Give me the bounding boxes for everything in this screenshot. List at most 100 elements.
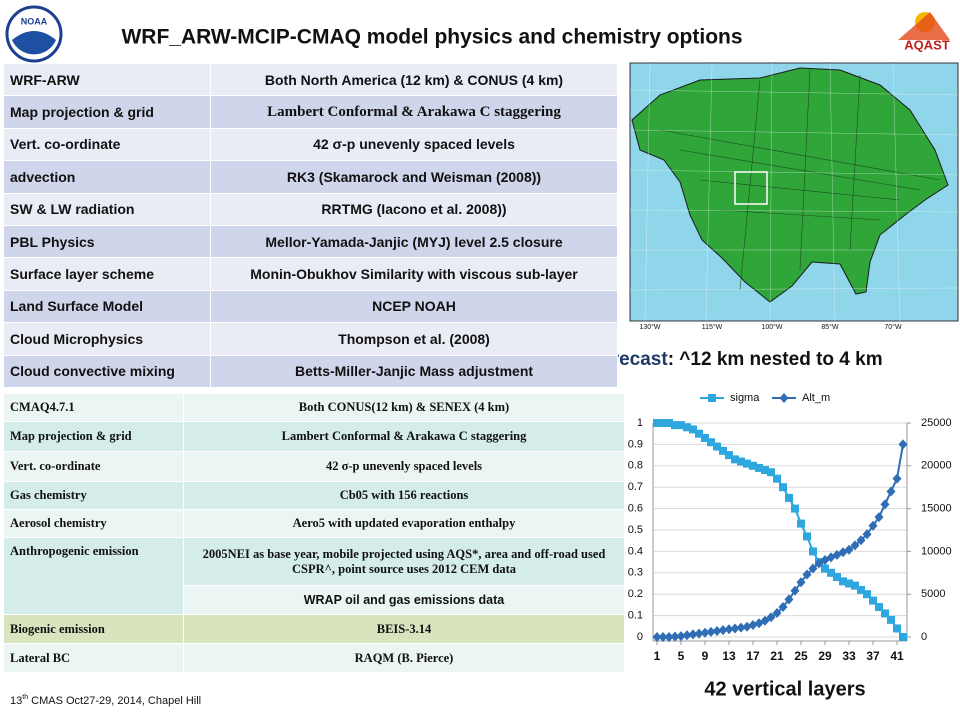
data-point [839,577,847,586]
data-point [869,596,877,605]
y-tick-label: 1 [637,417,643,429]
data-point [808,563,818,574]
data-point [724,624,734,635]
data-point [706,626,716,637]
x-tick-label: 5 [678,649,685,663]
table-cell: Cb05 with 156 reactions [183,481,625,510]
data-point [833,573,841,582]
data-point [791,504,799,513]
table-cell: RRTMG (Iacono et al. 2008)) [210,192,618,226]
table-cell: Aero5 with updated evaporation enthalpy [183,509,625,538]
map-borders [659,69,941,291]
x-tick-label: 13 [722,649,736,663]
noaa-logo-text: NOAA [21,16,48,26]
data-point [682,630,692,641]
y-tick-label: 0.5 [628,524,643,536]
table-header-row: WRF-ARW Both North America (12 km) & CONU… [3,62,618,97]
data-point [803,532,811,541]
data-point [773,474,781,483]
data-point [772,608,782,619]
data-point [875,603,883,612]
map-lon-label: 70°W [884,323,902,331]
data-point [671,421,679,430]
table-cell: Map projection & grid [3,95,211,129]
data-point [760,615,770,626]
data-point [761,466,769,475]
data-point [868,520,878,531]
x-tick-label: 41 [890,649,904,663]
table-row: Anthropogenic emission 2005NEI as base ye… [3,537,625,615]
map-land [631,67,949,303]
y-tick-label: 0 [637,631,643,643]
table-row: Map projection & grid Lambert Conformal &… [3,95,618,129]
y-tick-label: 0.2 [628,588,643,600]
table-cell: Mellor-Yamada-Janjic (MYJ) level 2.5 clo… [210,224,618,259]
aqast-logo-text: AQAST [904,37,950,52]
legend-marker [708,394,716,402]
data-point [749,461,757,470]
table-row: Vert. co-ordinate 42 σ-p unevenly spaced … [3,451,625,482]
data-point [796,577,806,588]
table-row: WRAP oil and gas emissions data [4,585,625,615]
table-cell: Lateral BC [3,643,184,673]
table-cell: Anthropogenic emission [3,537,184,615]
y2-tick-label: 15000 [921,503,952,515]
data-point [802,569,812,580]
data-point [652,632,662,642]
data-point [713,442,721,451]
table-row: Vert. co-ordinate 42 σ-p unevenly spaced … [3,127,618,162]
table-row: Land Surface Model NCEP NOAH [3,289,618,324]
table-cell: Thompson et al. (2008) [210,322,618,356]
x-tick-label: 33 [842,649,856,663]
y2-tick-label: 20000 [921,460,952,472]
data-point [790,585,800,596]
data-point [827,568,835,577]
data-point [814,558,824,569]
footer-rest: CMAS Oct27-29, 2014, Chapel Hill [28,695,201,707]
data-point [767,468,775,477]
x-tick-label: 37 [866,649,880,663]
data-point [743,459,751,468]
table-row: advection RK3 (Skamarock and Weisman (200… [3,160,618,194]
table-cell: advection [3,160,211,194]
data-point [881,609,889,618]
data-point [892,473,902,484]
map-caption-rest: : ^12 km nested to 4 km [668,349,883,370]
y2-tick-label: 10000 [921,545,952,557]
table-cell: Monin-Obukhov Similarity with viscous su… [210,257,618,291]
table-cell: 42 σ-p unevenly spaced levels [210,127,618,162]
table-cell: SW & LW radiation [3,192,211,226]
aqast-mark [898,12,950,40]
data-point [797,519,805,528]
data-point [880,499,890,510]
data-point [707,438,715,447]
y2-tick-label: 5000 [921,588,945,600]
table-row: Cloud convective mixing Betts-Miller-Janj… [3,354,618,388]
data-point [844,544,854,555]
table-cell: Biogenic emission [3,614,184,644]
table-cell: 2005NEI as base year, mobile projected u… [183,537,625,586]
table-cell: WRAP oil and gas emissions data [183,585,625,615]
data-point [676,631,686,642]
data-point [658,632,668,642]
map-nest-box [734,171,768,205]
table-row: Aerosol chemistry Aero5 with updated evap… [3,509,625,538]
table-cell: RAQM (B. Pierce) [183,643,625,673]
legend-label: Alt_m [802,392,830,404]
data-point [785,493,793,502]
data-point [718,625,728,636]
y-tick-label: 0.3 [628,567,643,579]
data-point [700,627,710,638]
table-cell: Cloud convective mixing [3,354,211,388]
data-point [736,622,746,633]
table-cell: BEIS-3.14 [183,614,625,644]
data-point [677,421,685,430]
data-point [887,615,895,624]
data-point [874,512,884,523]
data-point [850,540,860,551]
x-tick-label: 1 [654,649,661,663]
header-cell: CMAQ4.7.1 [3,393,184,422]
cmaq-table: CMAQ4.7.1 Both CONUS(12 km) & SENEX (4 km… [3,393,625,673]
table-cell: 42 σ-p unevenly spaced levels [183,451,625,482]
table-row: Biogenic emission BEIS-3.14 [3,614,625,644]
